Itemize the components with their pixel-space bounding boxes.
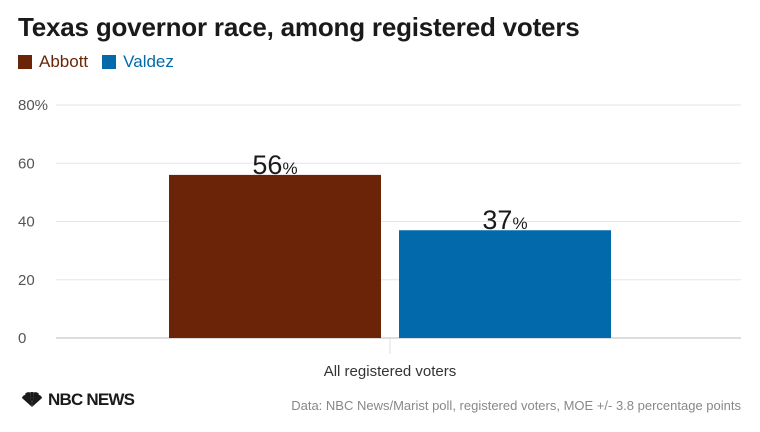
y-tick-label-20: 20: [18, 272, 35, 289]
data-label-abbott: 56%: [252, 150, 297, 180]
nbc-news-logo: NBC NEWS: [20, 390, 135, 410]
legend-label-valdez: Valdez: [123, 52, 174, 71]
bar-abbott: [169, 174, 381, 338]
peacock-icon: [22, 392, 42, 407]
legend-label-abbott: Abbott: [39, 52, 89, 71]
y-tick-label-60: 60: [18, 155, 35, 172]
x-tick-label: All registered voters: [324, 363, 457, 380]
legend-item-valdez: Valdez: [102, 52, 174, 72]
legend: Abbott Valdez: [18, 52, 174, 72]
y-tick-label-80: 80%: [18, 97, 48, 114]
legend-swatch-abbott: [18, 55, 32, 69]
y-tick-label-40: 40: [18, 214, 35, 231]
legend-item-abbott: Abbott: [18, 52, 88, 72]
logo-text: NBC NEWS: [48, 390, 135, 409]
bar-valdez: [399, 230, 611, 338]
legend-swatch-valdez: [102, 55, 117, 69]
source-note: Data: NBC News/Marist poll, registered v…: [291, 398, 741, 413]
chart-title: Texas governor race, among registered vo…: [18, 12, 580, 42]
y-tick-label-0: 0: [18, 330, 26, 347]
data-label-valdez: 37%: [482, 205, 527, 235]
